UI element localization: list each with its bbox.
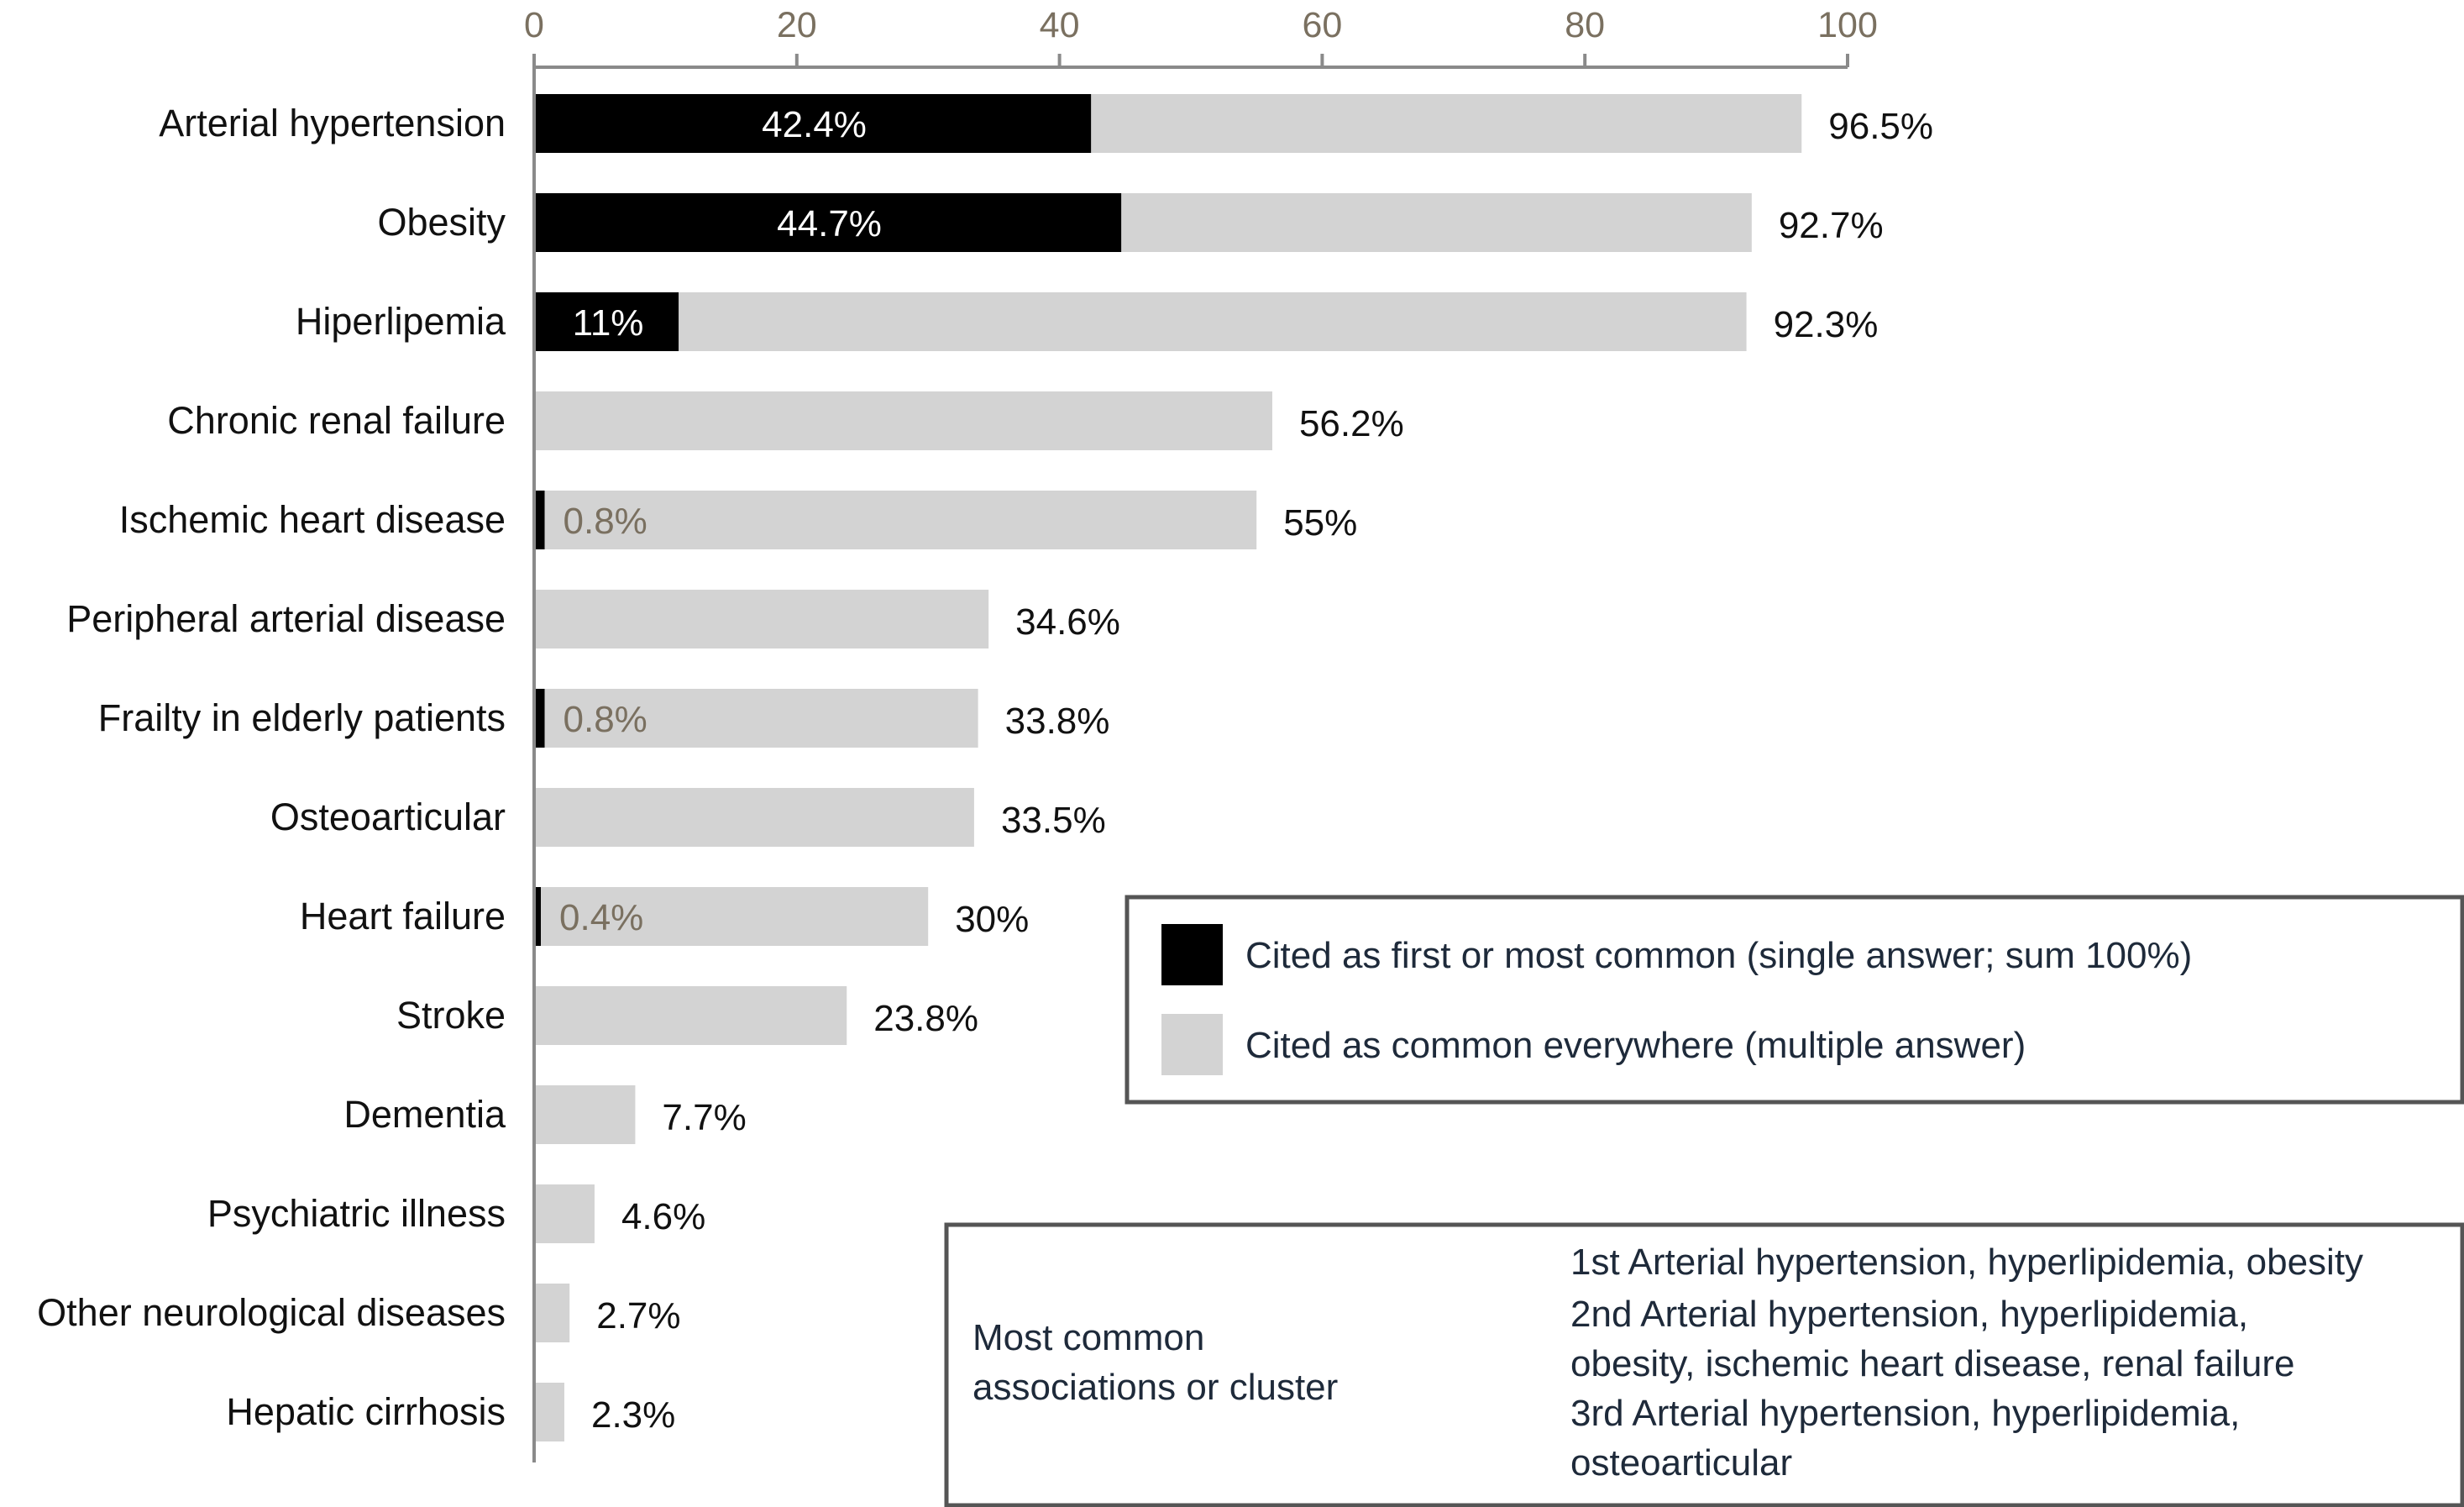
bar-first — [536, 491, 545, 549]
bar-first — [536, 292, 679, 351]
legend: Cited as first or most common (single an… — [1125, 895, 2464, 1105]
bar-common — [536, 986, 847, 1045]
category-label: Chronic renal failure — [167, 399, 506, 442]
x-tick-label: 60 — [1302, 5, 1342, 45]
bar-common — [536, 1085, 636, 1144]
bar-first-value-label: 0.8% — [564, 501, 647, 542]
bar-common-value-label: 33.8% — [1005, 701, 1110, 742]
x-tick-label: 80 — [1565, 5, 1605, 45]
bar-first — [536, 94, 1092, 153]
category-label: Heart failure — [300, 895, 506, 937]
category-label: Hepatic cirrhosis — [226, 1390, 506, 1433]
annotation-title-line-2: associations or cluster — [972, 1367, 1338, 1408]
category-labels: Arterial hypertension Obesity Hiperlipemia… — [37, 102, 506, 1433]
x-tick-label: 0 — [524, 5, 544, 45]
bar-common — [536, 1284, 570, 1342]
category-label: Arterial hypertension — [159, 102, 506, 144]
category-label: Other neurological diseases — [37, 1291, 506, 1334]
bar-common-value-label: 55% — [1283, 502, 1357, 543]
legend-swatch-first — [1161, 924, 1223, 985]
bar-first-value-label: 42.4% — [762, 104, 867, 145]
legend-swatch-common — [1161, 1014, 1223, 1075]
bar-common-value-label: 4.6% — [621, 1196, 705, 1237]
bar-common — [536, 689, 978, 748]
bar-first — [536, 193, 1122, 252]
bar-common-value-label: 23.8% — [873, 998, 978, 1039]
bar-common — [536, 788, 974, 847]
bar-common — [536, 1383, 564, 1441]
category-label: Dementia — [343, 1093, 506, 1136]
bar-common — [536, 391, 1272, 450]
bar-common — [536, 1184, 595, 1243]
cluster-annotation: Most common associations or cluster 1st … — [944, 1222, 2464, 1507]
bar-first-value-label: 0.4% — [559, 897, 643, 938]
x-tick-label: 40 — [1040, 5, 1080, 45]
bar-common — [536, 491, 1257, 549]
annotation-line-4: 3rd Arterial hypertension, hyperlipidemi… — [1570, 1393, 2240, 1434]
category-label: Stroke — [396, 994, 506, 1037]
bar-common-value-label: 92.7% — [1779, 205, 1884, 246]
bar-common — [536, 887, 929, 946]
bar-first-value-label: 11% — [573, 302, 644, 344]
legend-frame — [1125, 895, 2464, 1105]
annotation-line-3: obesity, ischemic heart disease, renal f… — [1570, 1343, 2295, 1384]
bars: 42.4% 96.5% 44.7% 92.7% 11% 92.3% 56.2% 0.8% 55%… — [536, 94, 1933, 1441]
legend-label-first: Cited as first or most common (single an… — [1245, 935, 2192, 976]
bar-common-value-label: 33.5% — [1001, 800, 1106, 841]
x-tick-label: 100 — [1817, 5, 1878, 45]
bar-first-value-label: 44.7% — [777, 203, 882, 244]
annotation-line-2: 2nd Arterial hypertension, hyperlipidemi… — [1570, 1294, 2248, 1335]
bar-common-value-label: 30% — [955, 899, 1029, 940]
category-label: Peripheral arterial disease — [66, 597, 506, 640]
x-axis: 0 20 40 60 80 100 — [524, 5, 1878, 1462]
bar-common-value-label: 34.6% — [1015, 601, 1120, 643]
category-label: Osteoarticular — [270, 796, 506, 838]
legend-label-common: Cited as common everywhere (multiple ans… — [1245, 1025, 2026, 1066]
bar-common-value-label: 92.3% — [1774, 304, 1879, 345]
bar-first — [536, 887, 541, 946]
annotation-line-1: 1st Arterial hypertension, hyperlipidemi… — [1570, 1242, 2363, 1283]
category-label: Psychiatric illness — [207, 1192, 506, 1235]
bar-common-value-label: 2.7% — [596, 1295, 680, 1336]
category-label: Obesity — [377, 201, 506, 244]
bar-first — [536, 689, 545, 748]
bar-common-value-label: 96.5% — [1828, 106, 1933, 147]
annotation-title-line-1: Most common — [972, 1317, 1204, 1358]
annotation-line-5: osteoarticular — [1570, 1442, 1792, 1483]
category-label: Frailty in elderly patients — [98, 696, 506, 739]
bar-first-value-label: 0.8% — [564, 699, 647, 740]
bar-common — [536, 292, 1747, 351]
x-tick-label: 20 — [777, 5, 817, 45]
bar-common-value-label: 56.2% — [1299, 403, 1404, 444]
bar-common-value-label: 7.7% — [662, 1097, 746, 1138]
category-label: Ischemic heart disease — [119, 498, 506, 541]
annotation-frame — [944, 1222, 2464, 1507]
bar-common-value-label: 2.3% — [591, 1394, 675, 1436]
category-label: Hiperlipemia — [296, 300, 506, 343]
bar-common — [536, 590, 989, 648]
